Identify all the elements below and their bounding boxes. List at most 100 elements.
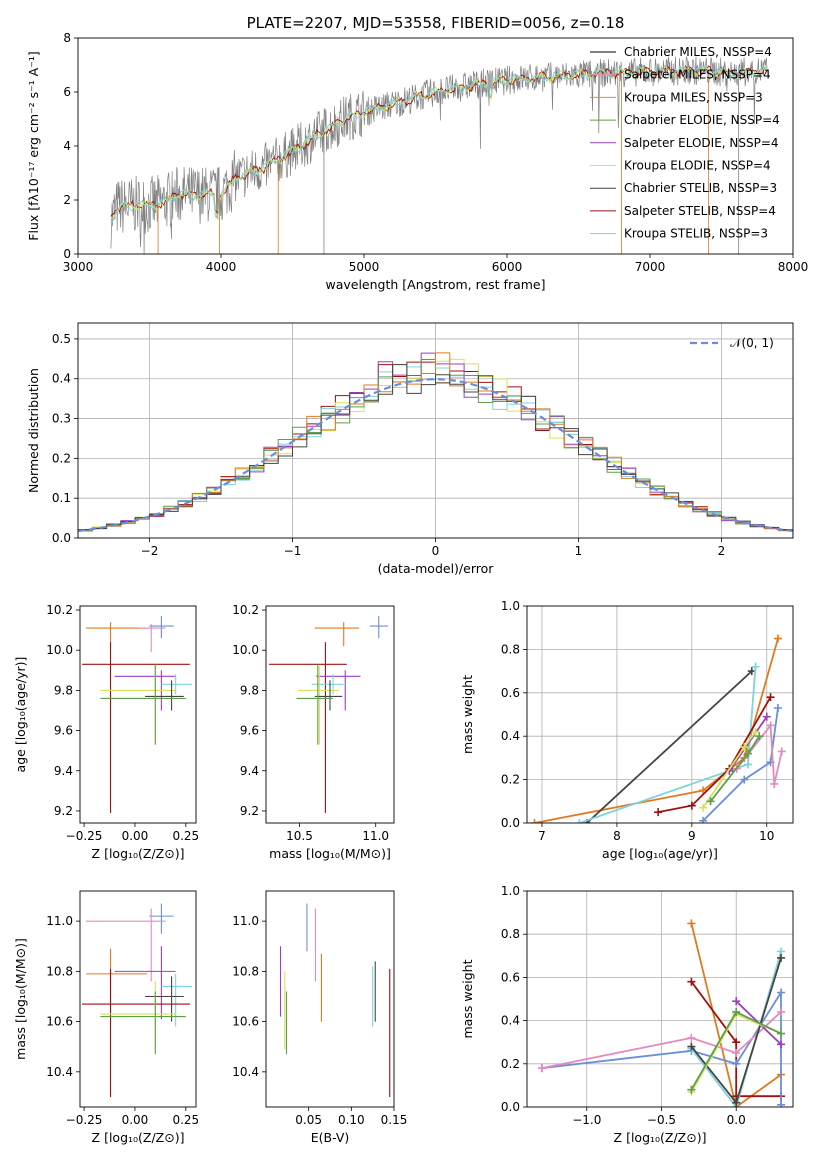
y-tick-label: 0 <box>63 247 71 261</box>
plot-area <box>82 903 192 1097</box>
mass-weight-marker <box>777 1100 786 1107</box>
legend-entry: Kroupa MILES, NSSP=3 <box>624 90 763 104</box>
y-axis-label: Flux [fλ10⁻¹⁷ erg cm⁻² s⁻¹ A⁻¹] <box>26 51 41 240</box>
y-tick-label: 0.1 <box>52 491 71 505</box>
x-tick-label: 10 <box>759 829 774 843</box>
errorbar-point <box>145 680 184 711</box>
x-tick-label: −1.0 <box>572 1113 601 1127</box>
y-tick-label: 10.4 <box>46 1065 73 1079</box>
x-tick-label: 0.25 <box>172 829 199 843</box>
errorbar-point <box>149 903 174 934</box>
mass-weight-marker <box>687 919 696 928</box>
plot-area <box>527 606 793 823</box>
y-tick-label: 10.0 <box>232 643 259 657</box>
errorbar-point <box>100 991 186 1055</box>
x-tick-label: −0.25 <box>66 829 103 843</box>
legend-entry: Chabrier STELIB, NSSP=3 <box>624 181 777 195</box>
errorbar-point <box>316 670 361 711</box>
x-tick-label: 0.00 <box>122 1113 149 1127</box>
mass-weight-series <box>690 981 781 1098</box>
legend: Chabrier MILES, NSSP=4 Salpeter MILES, NS… <box>590 45 780 241</box>
legend-entry: Salpeter STELIB, NSSP=4 <box>624 204 776 218</box>
plot-area <box>110 56 768 254</box>
x-tick-label: 0.25 <box>172 1113 199 1127</box>
axes-frame <box>265 605 395 824</box>
x-tick-label: −0.5 <box>647 1113 676 1127</box>
mass-weight-marker <box>575 819 584 823</box>
y-tick-label: 0.6 <box>501 970 520 984</box>
mass-weight-marker <box>699 816 708 823</box>
mass-weight-series <box>690 923 782 1107</box>
mass-weight-marker <box>732 1007 741 1016</box>
errorbar-point <box>139 624 166 653</box>
panel-8: −1.0 −0.5 0.0 0.0 0.2 0.4 0.6 0.8 1.0 Z [log₁₀(Z/… <box>460 884 794 1145</box>
y-tick-label: 9.8 <box>240 683 259 697</box>
y-tick-label: 0.0 <box>501 816 520 830</box>
x-tick-label: 0.00 <box>122 829 149 843</box>
panel-3: −0.25 0.00 0.25 9.2 9.4 9.6 9.8 10.0 10.2 Z [log₁… <box>13 603 199 861</box>
errorbar-point <box>82 968 190 1097</box>
mass-weight-marker <box>777 1040 786 1049</box>
y-tick-label: 0.8 <box>501 927 520 941</box>
mass-weight-marker <box>687 801 696 810</box>
axes-frame <box>526 890 794 1108</box>
mass-weight-series <box>702 731 757 809</box>
mass-weight-marker <box>762 712 771 721</box>
x-tick-label: 7 <box>538 829 546 843</box>
y-tick-label: 6 <box>63 85 71 99</box>
residual-histogram <box>78 364 793 538</box>
mass-weight-marker <box>744 749 753 758</box>
observed-spectrum <box>110 56 768 254</box>
mass-weight-marker <box>687 977 696 986</box>
x-tick-label: 0.15 <box>381 1113 408 1127</box>
plot-area <box>82 616 192 813</box>
y-tick-label: 11.0 <box>46 914 73 928</box>
y-tick-label: 10.6 <box>46 1015 73 1029</box>
mass-weight-marker <box>777 1029 786 1038</box>
panel-4: 10.5 11.0 9.2 9.4 9.6 9.8 10.0 10.2 mass [log₁₀(… <box>232 603 395 861</box>
x-axis-label: Z [log₁₀(Z/Z⊙)] <box>92 846 185 861</box>
mass-weight-marker <box>732 997 741 1006</box>
mass-weight-series <box>736 722 783 785</box>
y-tick-label: 0.2 <box>52 451 71 465</box>
mass-weight-series <box>702 707 779 822</box>
y-tick-label: 9.8 <box>54 683 73 697</box>
y-tick-label: 0.0 <box>501 1100 520 1114</box>
mass-weight-marker <box>740 775 749 784</box>
errorbar-point <box>369 616 388 639</box>
axes-frame <box>79 890 197 1108</box>
mass-weight-marker <box>699 803 708 812</box>
y-tick-label: 11.0 <box>232 914 259 928</box>
y-tick-label: 10.4 <box>232 1065 259 1079</box>
errorbar-point <box>314 680 343 711</box>
y-tick-label: 9.2 <box>240 804 259 818</box>
mass-weight-marker <box>732 1049 741 1057</box>
x-tick-label: 0.0 <box>727 1113 746 1127</box>
errorbar-point <box>100 664 186 745</box>
x-tick-label: 11.0 <box>362 829 389 843</box>
axes-frame <box>77 322 794 539</box>
y-tick-label: 8 <box>63 31 71 45</box>
mass-weight-series <box>728 716 768 772</box>
x-axis-label: wavelength [Angstrom, rest frame] <box>325 277 545 292</box>
errorbar-point <box>86 908 166 982</box>
mass-weight-series <box>534 638 779 823</box>
mass-weight-marker <box>740 743 749 752</box>
y-tick-label: 9.6 <box>54 724 73 738</box>
mass-weight-marker <box>770 779 779 788</box>
mass-weight-marker <box>732 1038 741 1047</box>
plot-area <box>78 323 793 538</box>
model-spectrum <box>110 64 768 217</box>
mass-weight-series <box>657 696 772 813</box>
x-tick-label: −2 <box>141 544 159 558</box>
normal-curve <box>78 378 793 533</box>
mass-weight-marker <box>654 808 663 817</box>
y-tick-label: 9.2 <box>54 804 73 818</box>
y-tick-label: 0.0 <box>52 531 71 545</box>
mass-weight-marker <box>777 747 786 756</box>
errorbar-point <box>100 666 176 745</box>
x-tick-label: 4000 <box>206 260 237 274</box>
legend-entry: Salpeter MILES, NSSP=4 <box>624 68 771 82</box>
errorbar-point <box>314 622 359 647</box>
errorbar-point <box>298 666 340 745</box>
